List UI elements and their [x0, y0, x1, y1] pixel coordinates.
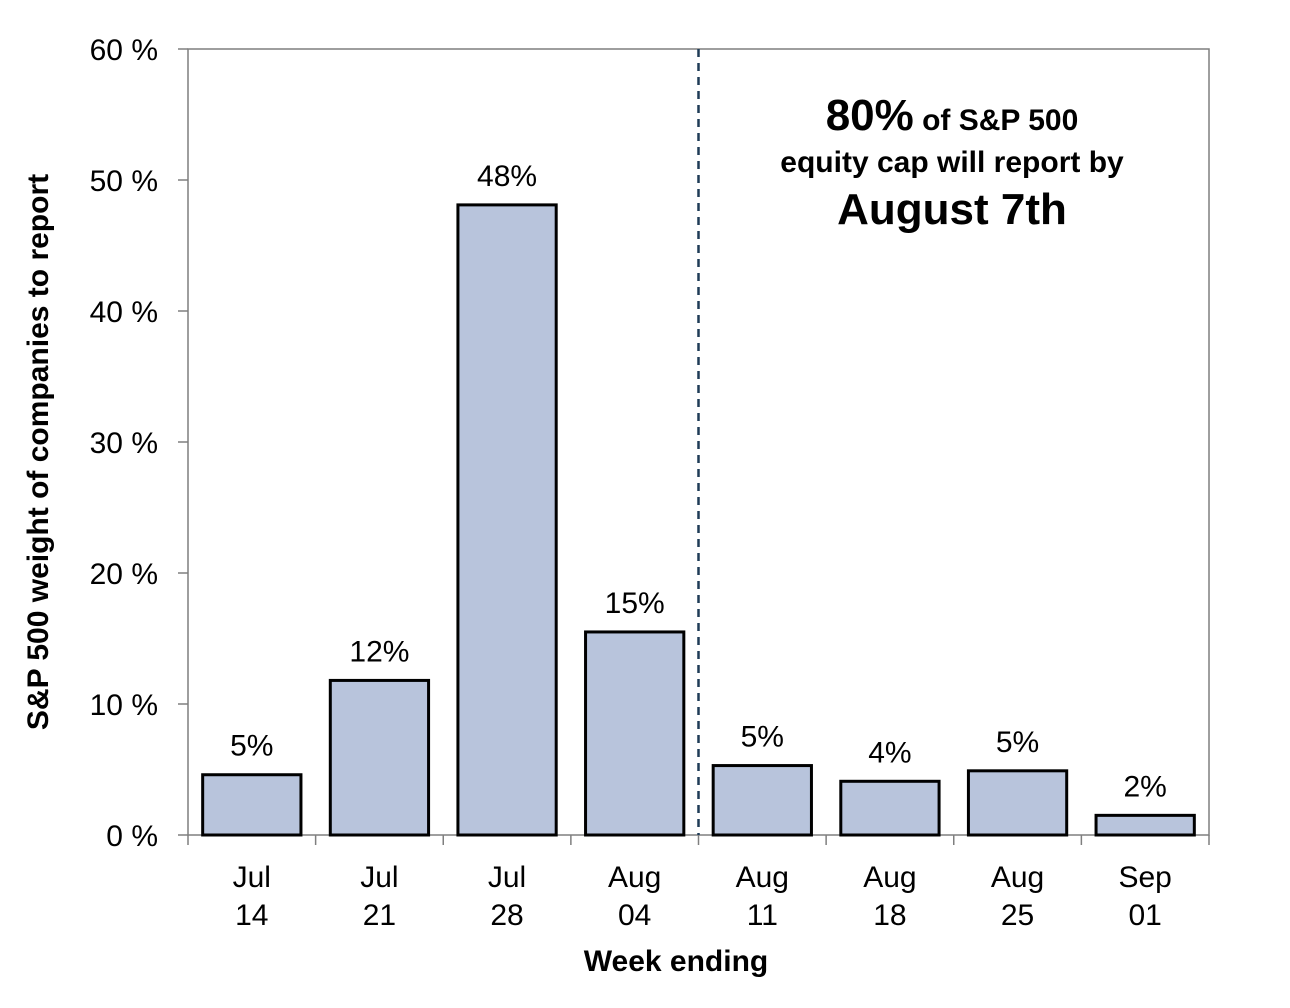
bar	[1094, 813, 1196, 837]
x-axis: Jul 14 Jul 21 Jul 28 Aug 04 Aug 11 Aug 18 Aug 25 Sep 01	[187, 835, 1210, 932]
x-tick-label: Jul 14	[233, 861, 271, 932]
x-tick-label: Jul 21	[360, 861, 398, 932]
bar	[966, 769, 1069, 837]
data-labels: 5% 12% 48% 15% 5% 4% 5% 2%	[230, 160, 1167, 803]
y-tick-label: 10 %	[90, 689, 158, 722]
annotation-suffix: of S&P 500	[914, 104, 1079, 137]
bar	[584, 630, 686, 837]
x-axis-title: Week ending	[584, 945, 768, 978]
annotation-line3: August 7th	[837, 185, 1067, 234]
bars	[201, 203, 1196, 837]
y-tick-label: 60 %	[90, 34, 158, 67]
y-tick-label: 0 %	[106, 820, 158, 853]
y-tick-label: 20 %	[90, 558, 158, 591]
bar	[328, 678, 431, 837]
data-label: 2%	[1124, 770, 1167, 803]
data-label: 5%	[996, 726, 1039, 759]
annotation-line1: 80% of S&P 500	[826, 91, 1079, 140]
data-label: 12%	[349, 635, 409, 668]
data-label: 48%	[477, 160, 537, 193]
x-tick-label: Aug 18	[863, 861, 916, 932]
x-tick-label: Aug 04	[608, 861, 661, 932]
data-label: 15%	[605, 587, 665, 620]
y-tick-label: 50 %	[90, 165, 158, 198]
annotation-line2: equity cap will report by	[780, 146, 1124, 179]
data-label: 5%	[230, 730, 273, 763]
y-tick-label: 30 %	[90, 427, 158, 460]
data-label: 5%	[741, 721, 784, 754]
x-tick-label: Aug 11	[736, 861, 789, 932]
x-tick-label: Jul 28	[488, 861, 526, 932]
bar	[201, 773, 303, 837]
y-tick-label: 40 %	[90, 296, 158, 329]
annotation-highlight: 80%	[826, 91, 914, 140]
annotation: 80% of S&P 500 equity cap will report by…	[780, 91, 1124, 234]
bar	[839, 779, 941, 837]
x-tick-label: Sep 01	[1118, 861, 1171, 932]
x-tick-label: Aug 25	[991, 861, 1044, 932]
bar	[711, 764, 813, 837]
y-axis: 0 % 10 % 20 % 30 % 40 % 50 % 60 %	[90, 34, 188, 853]
y-axis-title: S&P 500 weight of companies to report	[22, 174, 55, 730]
bar	[456, 203, 558, 837]
data-label: 4%	[868, 736, 911, 769]
